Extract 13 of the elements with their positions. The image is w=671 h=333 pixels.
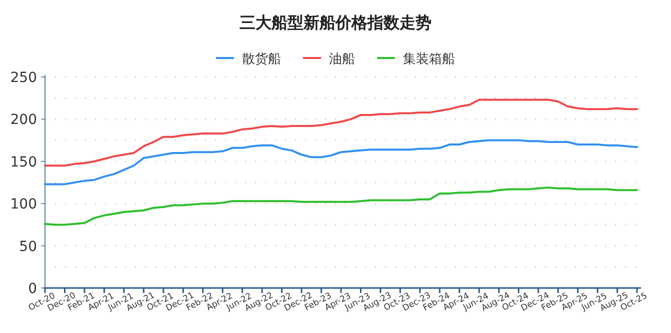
y-tick-label: 150 bbox=[10, 154, 37, 170]
y-tick-label: 200 bbox=[10, 112, 37, 128]
y-tick-label: 50 bbox=[19, 238, 37, 255]
legend-label: 集装箱船 bbox=[403, 52, 455, 67]
legend-label: 油船 bbox=[329, 52, 355, 67]
legend-label: 散货船 bbox=[242, 52, 281, 67]
y-tick-label: 0 bbox=[28, 281, 37, 297]
line-series bbox=[44, 186, 638, 226]
y-tick-label: 100 bbox=[10, 196, 37, 213]
line-series bbox=[44, 98, 638, 167]
line-series bbox=[44, 139, 638, 186]
y-tick-label: 250 bbox=[10, 70, 37, 86]
chart-title: 三大船型新船价格指数走势 bbox=[240, 13, 432, 32]
